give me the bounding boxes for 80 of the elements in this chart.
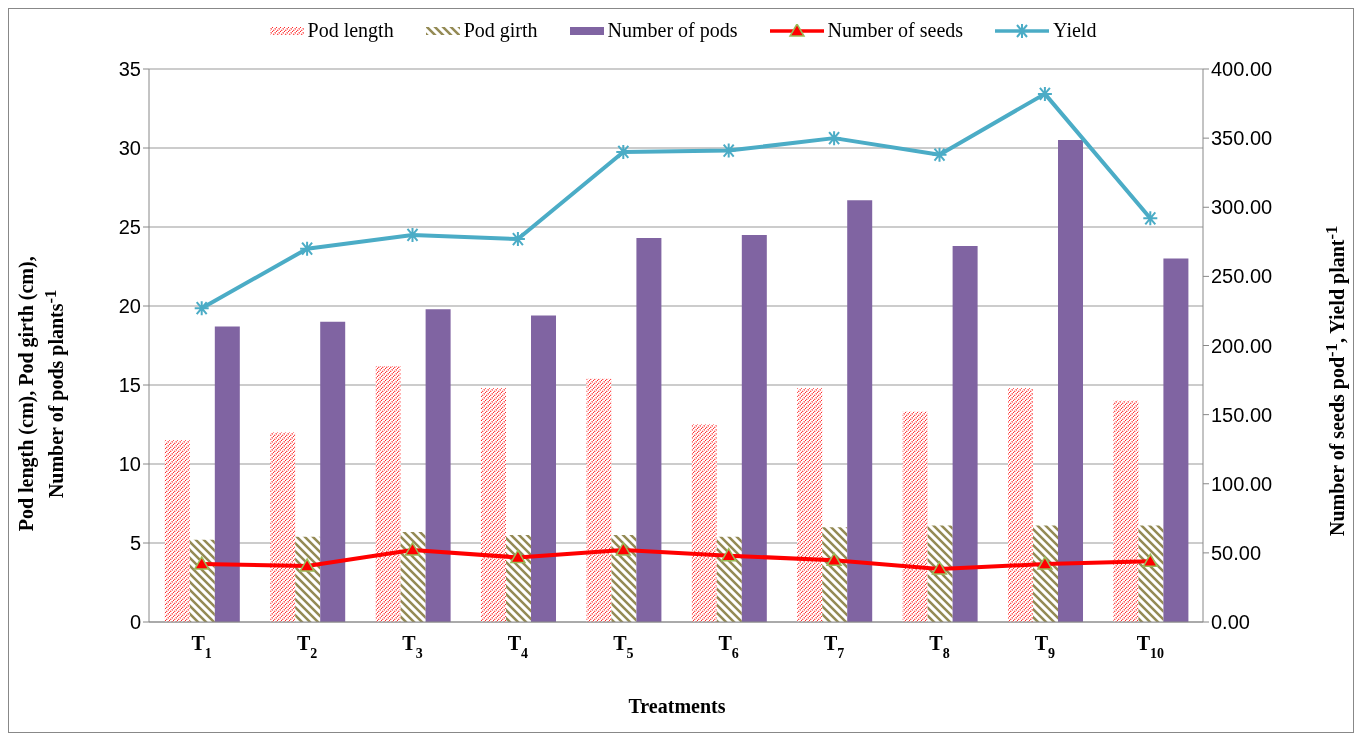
point <box>1142 553 1159 568</box>
y2-tick-label: 200.00 <box>1211 334 1273 357</box>
x-tick-label: T$_{3}$ <box>402 632 423 661</box>
bar <box>797 388 823 622</box>
x-tick-label: T$_{10}$ <box>1136 632 1164 661</box>
bar <box>400 531 426 622</box>
bar <box>636 238 662 622</box>
x-tick-label: T$_{7}$ <box>823 632 845 661</box>
bar <box>531 315 557 622</box>
point <box>193 300 210 317</box>
bar <box>506 535 532 622</box>
point <box>1037 556 1053 570</box>
y2-tick-label: 350.00 <box>1211 127 1273 150</box>
bar <box>1058 140 1084 622</box>
bar <box>270 432 296 622</box>
x-tick-label: T$_{6}$ <box>718 632 739 661</box>
point <box>299 558 315 572</box>
point <box>615 542 632 556</box>
point <box>931 146 948 163</box>
point <box>299 240 316 257</box>
x-axis-title: Treatments <box>628 695 726 717</box>
legend-label: Number of pods <box>607 19 738 42</box>
bar <box>822 527 848 622</box>
y-tick-label: 5 <box>129 532 141 555</box>
point <box>193 556 210 570</box>
legend-label: Pod girth <box>463 19 538 42</box>
x-tick-label: T$_{5}$ <box>613 632 634 661</box>
legend-label: Number of seeds <box>827 19 964 42</box>
legend-label: Yield <box>1053 19 1097 42</box>
point <box>404 542 421 556</box>
y-tick-label: 30 <box>118 137 141 160</box>
point <box>510 549 526 564</box>
bar <box>1008 388 1034 622</box>
point <box>1036 85 1053 102</box>
bar <box>375 366 401 622</box>
point <box>826 130 843 147</box>
point <box>404 226 421 243</box>
bar <box>952 245 978 622</box>
bar <box>611 535 637 622</box>
y2-tick-label: 100.00 <box>1211 472 1273 495</box>
y2-tick-label: 150.00 <box>1211 403 1273 426</box>
x-tick-label: T$_{4}$ <box>507 632 529 661</box>
bar <box>481 388 507 622</box>
bar <box>1113 400 1139 622</box>
bar <box>295 536 321 622</box>
y-tick-label: 10 <box>118 453 141 476</box>
bar <box>320 321 346 622</box>
bar <box>1033 525 1059 622</box>
y2-tick-label: 0.00 <box>1211 611 1250 634</box>
bar <box>902 411 928 622</box>
legend-label: Pod length <box>307 19 394 42</box>
y2-tick-label: 50.00 <box>1211 541 1262 564</box>
point <box>1142 210 1159 227</box>
y-tick-label: 15 <box>118 374 141 397</box>
bar <box>164 440 190 622</box>
bar <box>927 525 953 622</box>
bar <box>847 200 873 622</box>
bar <box>214 326 240 622</box>
x-tick-label: T$_{1}$ <box>191 632 212 661</box>
bar <box>1163 258 1189 622</box>
y-tick-label: 35 <box>118 58 141 81</box>
x-tick-label: T$_{9}$ <box>1034 632 1056 661</box>
y2-tick-label: 400.00 <box>1211 58 1273 81</box>
bar <box>425 309 451 622</box>
bar <box>691 424 717 622</box>
point <box>931 561 948 575</box>
point <box>720 547 737 562</box>
x-tick-label: T$_{2}$ <box>296 632 318 661</box>
bar <box>189 539 215 622</box>
bar <box>716 536 742 622</box>
y-tick-label: 0 <box>129 611 141 634</box>
bar <box>586 378 612 622</box>
y-tick-label: 25 <box>118 216 141 239</box>
x-tick-label: T$_{8}$ <box>929 632 950 661</box>
y2-tick-label: 250.00 <box>1211 265 1273 288</box>
bar <box>741 234 767 622</box>
y2-tick-label: 300.00 <box>1211 196 1273 219</box>
point <box>826 552 842 567</box>
y-tick-label: 20 <box>118 295 141 318</box>
bar <box>1138 525 1164 622</box>
